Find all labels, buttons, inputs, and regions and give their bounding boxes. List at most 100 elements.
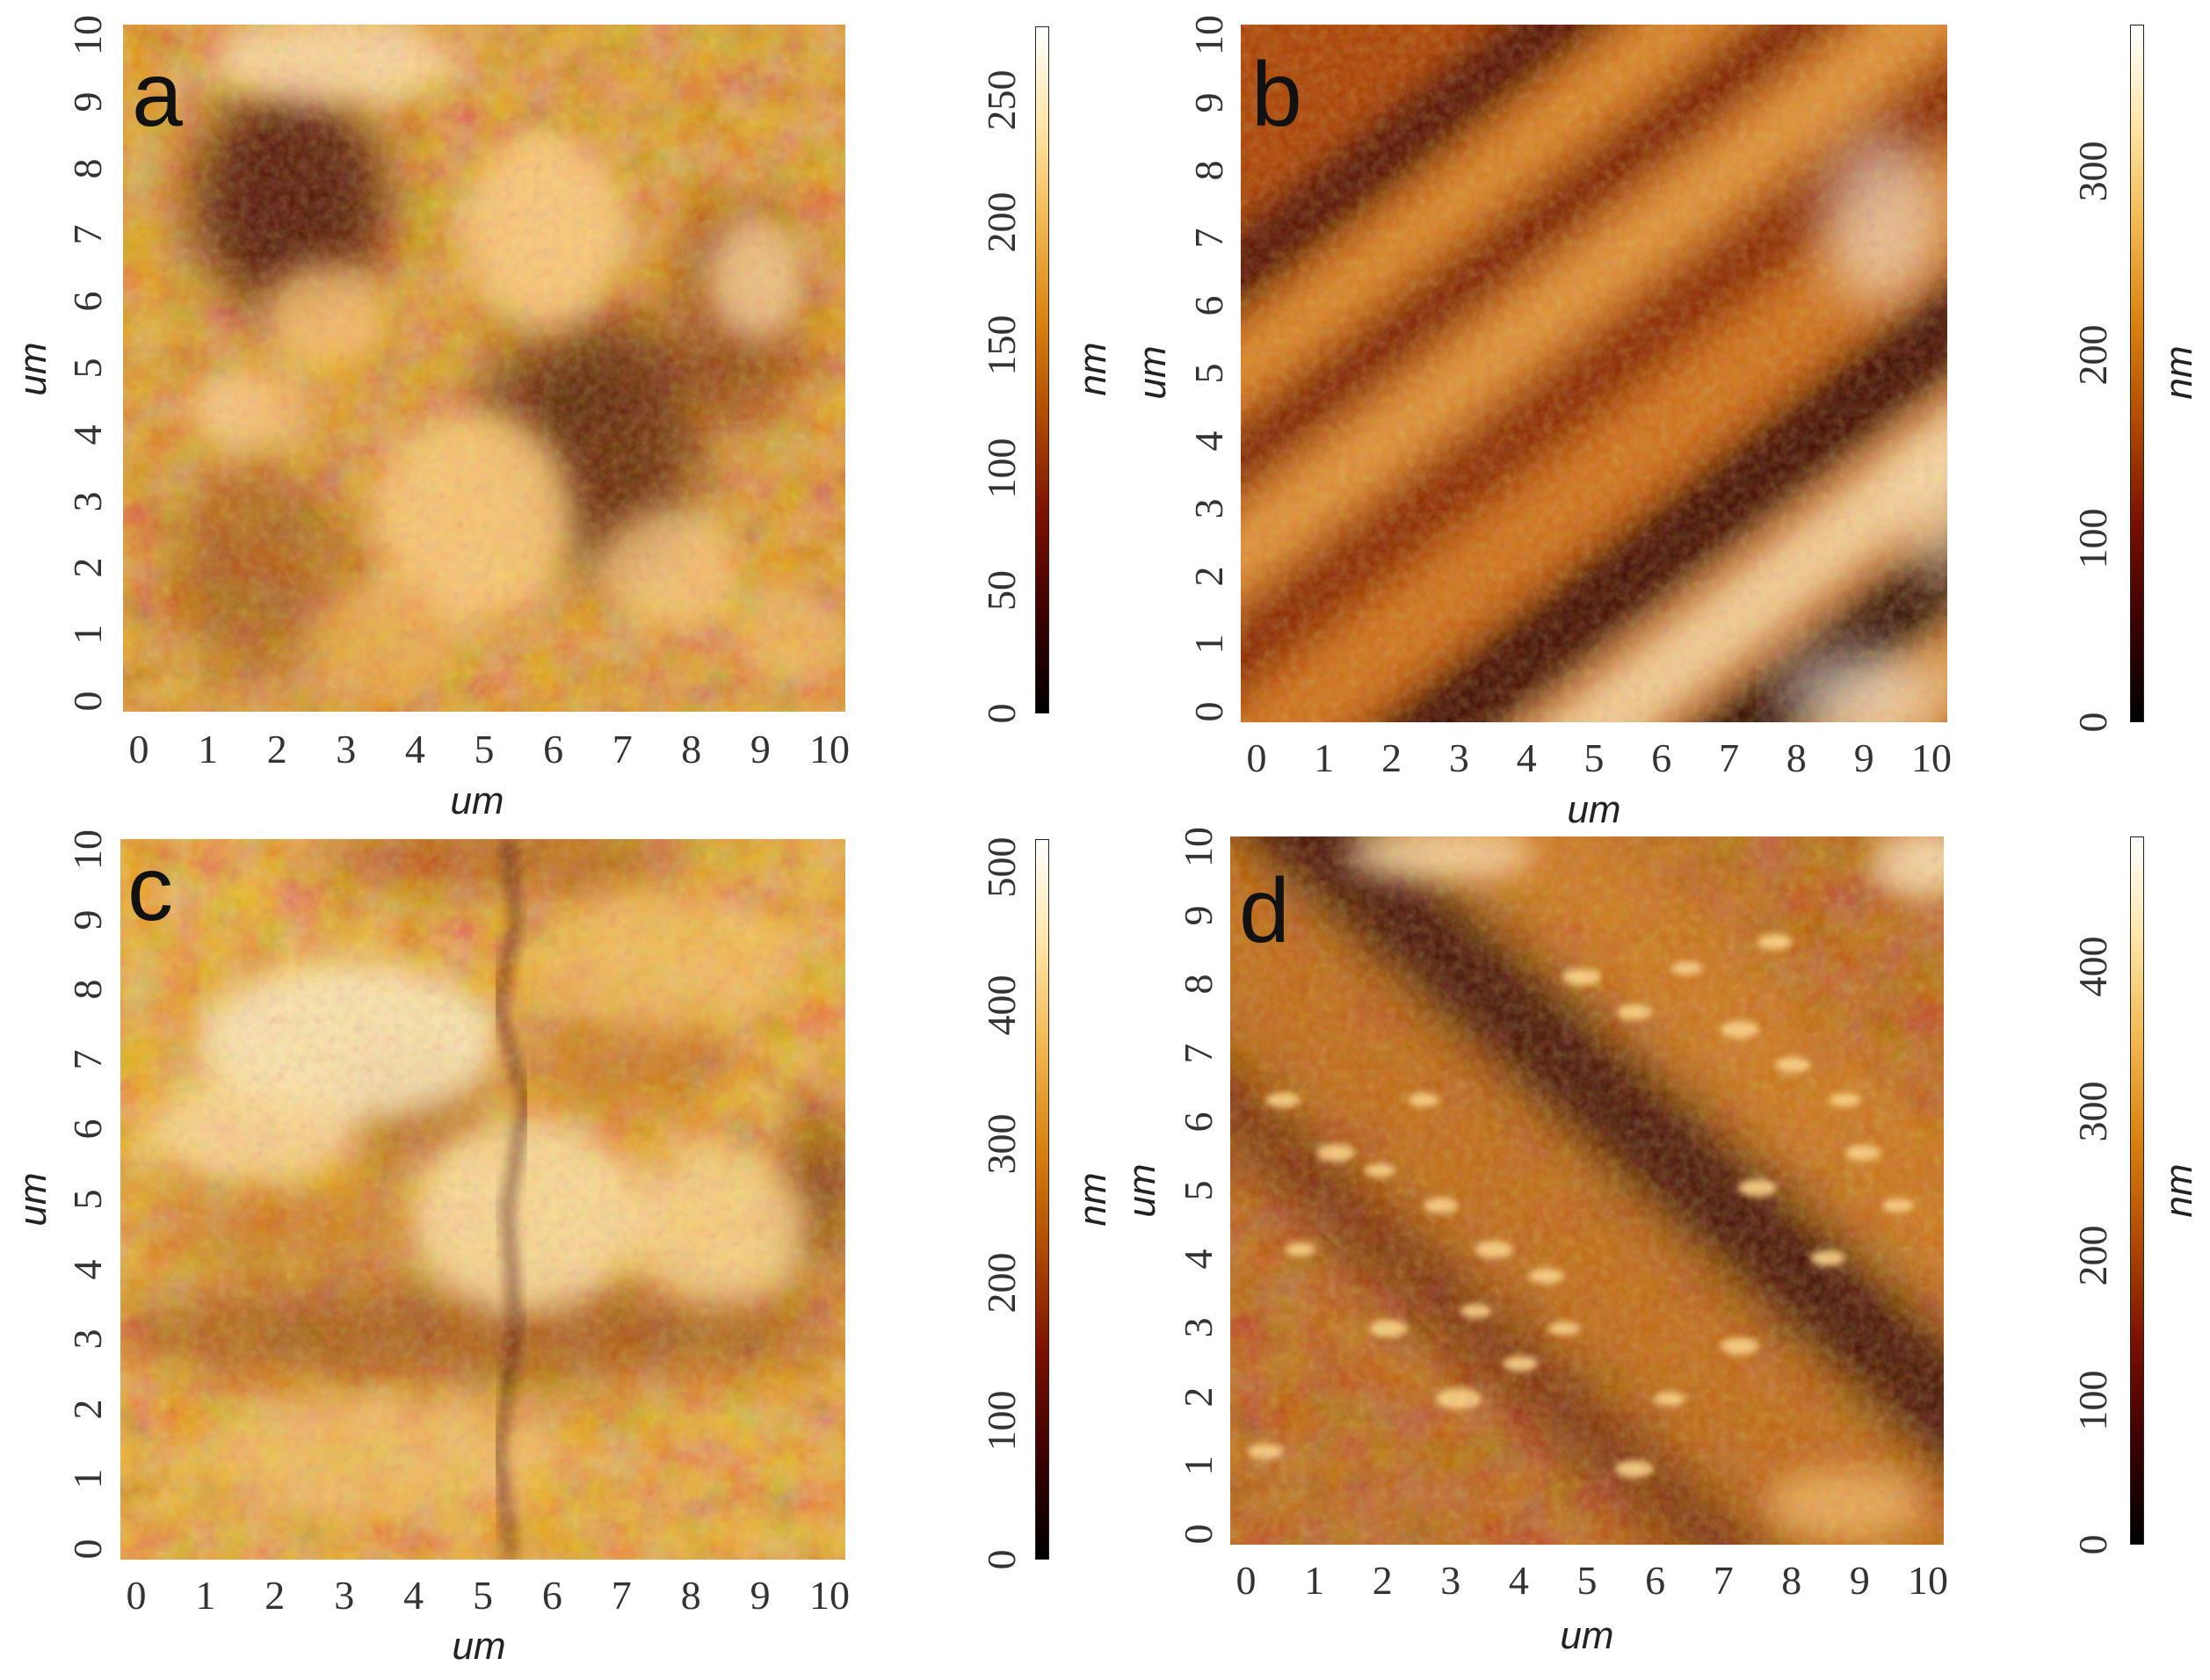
x-tick-label-b: 0: [1246, 735, 1267, 780]
y-tick-label-a: 6: [65, 291, 110, 312]
x-tick-label-c: 2: [264, 1573, 286, 1618]
y-tick-label-c: 5: [65, 1189, 110, 1210]
y-tick-label-b: 0: [1186, 701, 1231, 722]
y-tick-label-b: 10: [1186, 15, 1231, 55]
y-tick-label-d: 8: [1176, 974, 1221, 995]
y-tick-label-c: 9: [65, 909, 110, 931]
x-tick-label-a: 3: [336, 727, 357, 771]
y-tick-label-b: 2: [1186, 566, 1231, 587]
y-tick-label-d: 10: [1176, 827, 1221, 867]
y-tick-label-a: 8: [65, 158, 110, 179]
x-tick-label-c: 1: [195, 1573, 216, 1618]
x-tick-label-a: 4: [404, 727, 425, 771]
afm-surface-b: [1241, 25, 1947, 722]
y-tick-label-d: 0: [1176, 1524, 1221, 1545]
x-tick-label-d: 8: [1781, 1558, 1802, 1603]
colorbar-unit-d: nm: [2157, 1163, 2200, 1218]
x-tick-label-d: 10: [1908, 1558, 1948, 1603]
y-tick-label-a: 4: [65, 424, 110, 445]
colorbar-tick-c: 200: [979, 1252, 1024, 1314]
colorbar-b: [2130, 25, 2144, 722]
y-tick-label-c: 3: [65, 1329, 110, 1350]
x-tick-label-b: 10: [1911, 735, 1952, 780]
y-tick-label-a: 10: [65, 15, 110, 55]
y-axis-title-d: um: [1120, 1163, 1163, 1218]
colorbar-tick-b: 100: [2070, 508, 2115, 569]
afm-image-d: [1230, 836, 1944, 1545]
x-tick-label-a: 8: [681, 727, 702, 771]
afm-surface-a: [123, 25, 845, 712]
x-tick-label-c: 6: [541, 1573, 562, 1618]
y-tick-label-c: 2: [65, 1399, 110, 1420]
x-tick-label-b: 9: [1853, 735, 1874, 780]
y-tick-label-a: 5: [65, 358, 110, 379]
y-tick-label-c: 4: [65, 1259, 110, 1280]
x-tick-label-d: 7: [1713, 1558, 1734, 1603]
y-tick-label-d: 6: [1176, 1112, 1221, 1133]
y-axis-title-b: um: [1131, 345, 1174, 400]
colorbar-tick-a: 0: [979, 703, 1024, 724]
colorbar-tick-d: 0: [2070, 1534, 2115, 1555]
afm-image-c: [120, 839, 845, 1560]
y-tick-label-c: 1: [65, 1468, 110, 1489]
x-tick-label-c: 9: [750, 1573, 771, 1618]
x-tick-label-c: 0: [126, 1573, 147, 1618]
x-tick-label-d: 0: [1235, 1558, 1257, 1603]
x-axis-title-c: um: [452, 1625, 506, 1668]
y-tick-label-c: 0: [65, 1539, 110, 1560]
y-tick-label-a: 3: [65, 491, 110, 512]
x-tick-label-b: 1: [1314, 735, 1335, 780]
x-axis-title-b: um: [1567, 788, 1621, 831]
colorbar-unit-a: nm: [1071, 342, 1114, 396]
colorbar-tick-b: 200: [2070, 324, 2115, 386]
colorbar-unit-c: nm: [1071, 1172, 1114, 1227]
colorbar-tick-c: 300: [979, 1113, 1024, 1175]
x-tick-label-a: 1: [198, 727, 219, 771]
y-tick-label-a: 0: [65, 691, 110, 712]
x-tick-label-a: 0: [128, 727, 149, 771]
y-tick-label-a: 9: [65, 91, 110, 112]
colorbar-tick-c: 500: [979, 836, 1024, 898]
colorbar-d: [2130, 836, 2144, 1545]
y-tick-label-b: 3: [1186, 498, 1231, 519]
x-tick-label-a: 2: [266, 727, 287, 771]
afm-image-a: [123, 25, 845, 712]
x-tick-label-a: 5: [474, 727, 495, 771]
y-tick-label-d: 5: [1176, 1180, 1221, 1201]
x-tick-label-c: 8: [680, 1573, 701, 1618]
x-tick-label-b: 4: [1516, 735, 1537, 780]
colorbar-tick-b: 0: [2070, 712, 2115, 733]
x-tick-label-d: 6: [1645, 1558, 1666, 1603]
afm-image-b: [1241, 25, 1947, 722]
y-axis-title-c: um: [11, 1172, 54, 1227]
y-tick-label-d: 1: [1176, 1455, 1221, 1476]
y-tick-label-c: 10: [65, 829, 110, 870]
y-tick-label-a: 7: [65, 224, 110, 245]
x-tick-label-d: 3: [1440, 1558, 1461, 1603]
x-tick-label-d: 9: [1849, 1558, 1870, 1603]
colorbar-tick-d: 100: [2070, 1370, 2115, 1430]
x-axis-title-a: um: [450, 779, 504, 822]
y-tick-label-b: 1: [1186, 634, 1231, 655]
y-tick-label-c: 6: [65, 1119, 110, 1140]
y-tick-label-b: 5: [1186, 363, 1231, 384]
x-tick-label-c: 3: [334, 1573, 355, 1618]
x-tick-label-b: 8: [1786, 735, 1807, 780]
x-axis-title-d: um: [1560, 1614, 1614, 1657]
y-tick-label-c: 7: [65, 1049, 110, 1070]
y-tick-label-b: 6: [1186, 295, 1231, 316]
x-tick-label-d: 2: [1372, 1558, 1393, 1603]
colorbar-tick-d: 200: [2070, 1225, 2115, 1286]
y-tick-label-c: 8: [65, 979, 110, 1000]
x-tick-label-c: 7: [611, 1573, 632, 1618]
x-tick-label-c: 5: [473, 1573, 493, 1618]
y-tick-label-b: 4: [1186, 431, 1231, 452]
colorbar-tick-b: 300: [2070, 141, 2115, 202]
colorbar-tick-d: 300: [2070, 1081, 2115, 1142]
x-tick-label-b: 5: [1583, 735, 1605, 780]
colorbar-tick-c: 0: [979, 1549, 1024, 1570]
y-tick-label-d: 4: [1176, 1249, 1221, 1270]
y-axis-title-a: um: [11, 342, 54, 396]
y-tick-label-d: 7: [1176, 1043, 1221, 1064]
panel-label-b: b: [1251, 44, 1302, 146]
